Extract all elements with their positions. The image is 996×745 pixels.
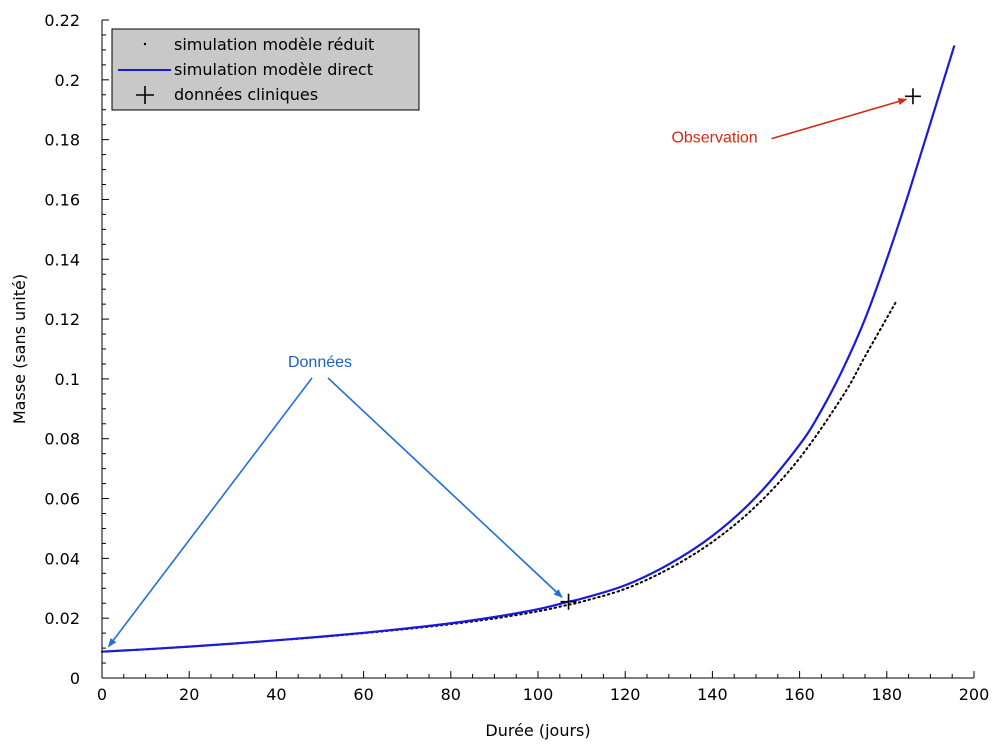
annotation-observation-label: Observation	[671, 130, 757, 147]
legend-label-clinical: données cliniques	[174, 85, 318, 104]
x-tick-label: 160	[784, 685, 815, 704]
annotation-donnees-arrow	[107, 377, 313, 648]
y-tick-label: 0.16	[44, 190, 80, 209]
x-tick-label: 60	[353, 685, 373, 704]
legend-swatch-reduced	[143, 42, 147, 46]
x-axis-title: Durée (jours)	[485, 721, 590, 740]
annotation-donnees-label: Données	[288, 354, 352, 371]
y-tick-label: 0.22	[44, 11, 80, 30]
x-tick-label: 20	[179, 685, 199, 704]
x-tick-label: 180	[872, 685, 903, 704]
legend-label-reduced: simulation modèle réduit	[174, 35, 374, 54]
legend: simulation modèle réduit simulation modè…	[111, 28, 420, 111]
x-tick-label: 200	[959, 685, 990, 704]
x-tick-label: 80	[441, 685, 461, 704]
y-tick-label: 0.14	[44, 250, 80, 269]
clinical-data-point	[560, 593, 577, 610]
series-layer	[101, 45, 956, 653]
y-tick-label: 0.08	[44, 430, 80, 449]
y-tick-label: 0.06	[44, 490, 80, 509]
x-tick-label: 140	[697, 685, 728, 704]
y-tick-label: 0.12	[44, 310, 80, 329]
x-tick-label: 0	[97, 685, 107, 704]
y-tick-label: 0.02	[44, 609, 80, 628]
annotation-donnees-arrow	[327, 377, 563, 598]
y-tick-label: 0.04	[44, 549, 80, 568]
x-tick-label: 40	[266, 685, 286, 704]
axes-layer: 0 20 40 60 80 100 120 140 160 180 200 0 0.02 0.04 0.06…	[44, 11, 989, 704]
x-tick-label: 120	[610, 685, 641, 704]
y-tick-label: 0.1	[55, 370, 80, 389]
series-direct-model-line	[101, 45, 956, 653]
annotation-layer: Données Observation	[107, 98, 908, 648]
legend-label-direct: simulation modèle direct	[174, 60, 373, 79]
y-tick-label: 0.2	[55, 71, 80, 90]
y-tick-label: 0.18	[44, 131, 80, 150]
x-tick-label: 100	[523, 685, 554, 704]
series-reduced-model-line	[101, 301, 897, 653]
clinical-data-point	[904, 88, 921, 105]
annotation-observation-arrow	[771, 98, 908, 140]
y-tick-label: 0	[70, 669, 80, 688]
y-axis-title: Masse (sans unité)	[10, 274, 29, 424]
